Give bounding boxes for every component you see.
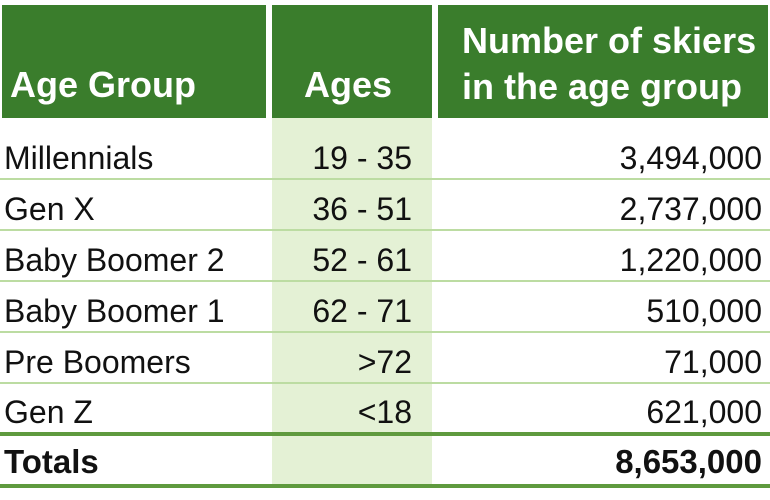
age-group-cell: Millennials: [4, 140, 154, 176]
table-row: Gen X 36 - 51 2,737,000: [0, 184, 770, 234]
row-divider: [0, 178, 770, 180]
header-ages: Ages: [272, 5, 432, 118]
ages-cell: 52 - 61: [312, 242, 412, 278]
table-row: Gen Z <18 621,000: [0, 387, 770, 437]
ages-cell: <18: [357, 394, 412, 430]
row-divider: [0, 280, 770, 282]
skiers-cell: 510,000: [646, 293, 762, 329]
table-row: Pre Boomers >72 71,000: [0, 337, 770, 387]
ages-cell: 19 - 35: [312, 140, 412, 176]
table-row: Millennials 19 - 35 3,494,000: [0, 133, 770, 183]
header-skiers-line2: in the age group: [462, 66, 743, 107]
skiers-cell: 3,494,000: [619, 140, 762, 176]
totals-divider: [0, 432, 770, 436]
age-group-cell: Pre Boomers: [4, 344, 191, 380]
age-group-cell: Gen X: [4, 191, 95, 227]
age-group-cell: Gen Z: [4, 394, 93, 430]
table-row: Baby Boomer 1 62 - 71 510,000: [0, 286, 770, 336]
header-age-group-label: Age Group: [10, 64, 196, 105]
ages-cell: >72: [357, 344, 412, 380]
skiers-cell: 2,737,000: [619, 191, 762, 227]
age-group-cell: Baby Boomer 2: [4, 242, 225, 278]
ages-cell: 36 - 51: [312, 191, 412, 227]
skiers-cell: 1,220,000: [619, 242, 762, 278]
row-divider: [0, 331, 770, 333]
header-ages-label: Ages: [303, 64, 392, 105]
ages-cell: 62 - 71: [312, 293, 412, 329]
table-row: Baby Boomer 2 52 - 61 1,220,000: [0, 235, 770, 285]
header-skiers-line1: Number of skiers: [462, 20, 757, 61]
header-age-group: Age Group: [2, 5, 266, 118]
skiers-cell: 71,000: [664, 344, 762, 380]
age-group-cell: Baby Boomer 1: [4, 293, 225, 329]
row-divider: [0, 382, 770, 384]
totals-label: Totals: [4, 443, 99, 480]
totals-value: 8,653,000: [615, 443, 762, 480]
skiers-cell: 621,000: [646, 394, 762, 430]
header-number-of-skiers: Number of skiers in the age group: [438, 5, 768, 118]
row-divider: [0, 229, 770, 231]
header-number-of-skiers-label: Number of skiers in the age group: [462, 18, 760, 110]
bottom-border: [0, 484, 770, 488]
totals-row: Totals 8,653,000: [0, 437, 770, 487]
